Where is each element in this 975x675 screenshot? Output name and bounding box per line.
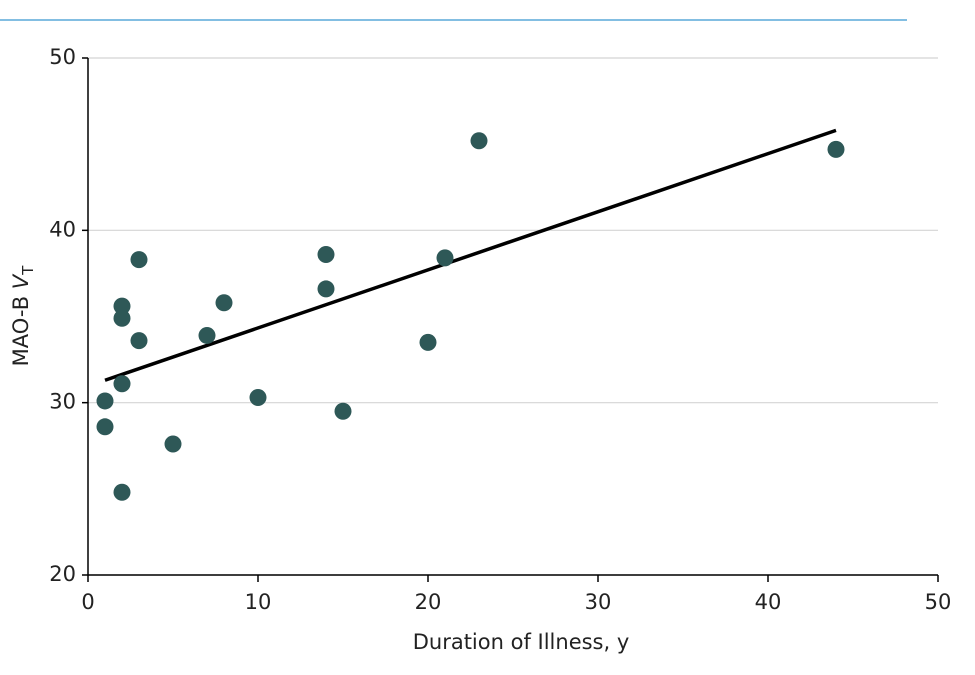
point: [436, 249, 454, 267]
point: [130, 251, 148, 269]
x-tick-label: 30: [585, 590, 612, 614]
point: [827, 140, 845, 158]
point: [198, 326, 216, 344]
y-label-sub: T: [19, 265, 37, 276]
point: [113, 309, 131, 327]
x-tick-label: 10: [245, 590, 272, 614]
x-axis-label: Duration of Illness, y: [413, 630, 630, 654]
point: [317, 280, 335, 298]
point: [249, 388, 267, 406]
point: [317, 245, 335, 263]
point: [470, 132, 488, 150]
point: [334, 402, 352, 420]
point: [113, 483, 131, 501]
x-tick-label: 40: [755, 590, 782, 614]
point: [113, 297, 131, 315]
x-tick-label: 0: [81, 590, 94, 614]
y-label-text: MAO-B: [9, 289, 33, 366]
fit-line: [104, 128, 837, 382]
point: [130, 332, 148, 350]
y-label-var: V: [9, 273, 33, 289]
point: [113, 375, 131, 393]
y-tick-label: 20: [49, 562, 76, 586]
y-tick-label: 50: [49, 45, 76, 69]
x-tick-label: 20: [415, 590, 442, 614]
y-tick-label: 30: [49, 390, 76, 414]
y-tick-label: 40: [49, 217, 76, 241]
point: [96, 392, 114, 410]
point: [164, 435, 182, 453]
point: [96, 418, 114, 436]
y-axis-label: MAO-B VT: [9, 265, 37, 367]
x-tick-label: 50: [925, 590, 952, 614]
point: [215, 294, 233, 312]
point: [419, 333, 437, 351]
